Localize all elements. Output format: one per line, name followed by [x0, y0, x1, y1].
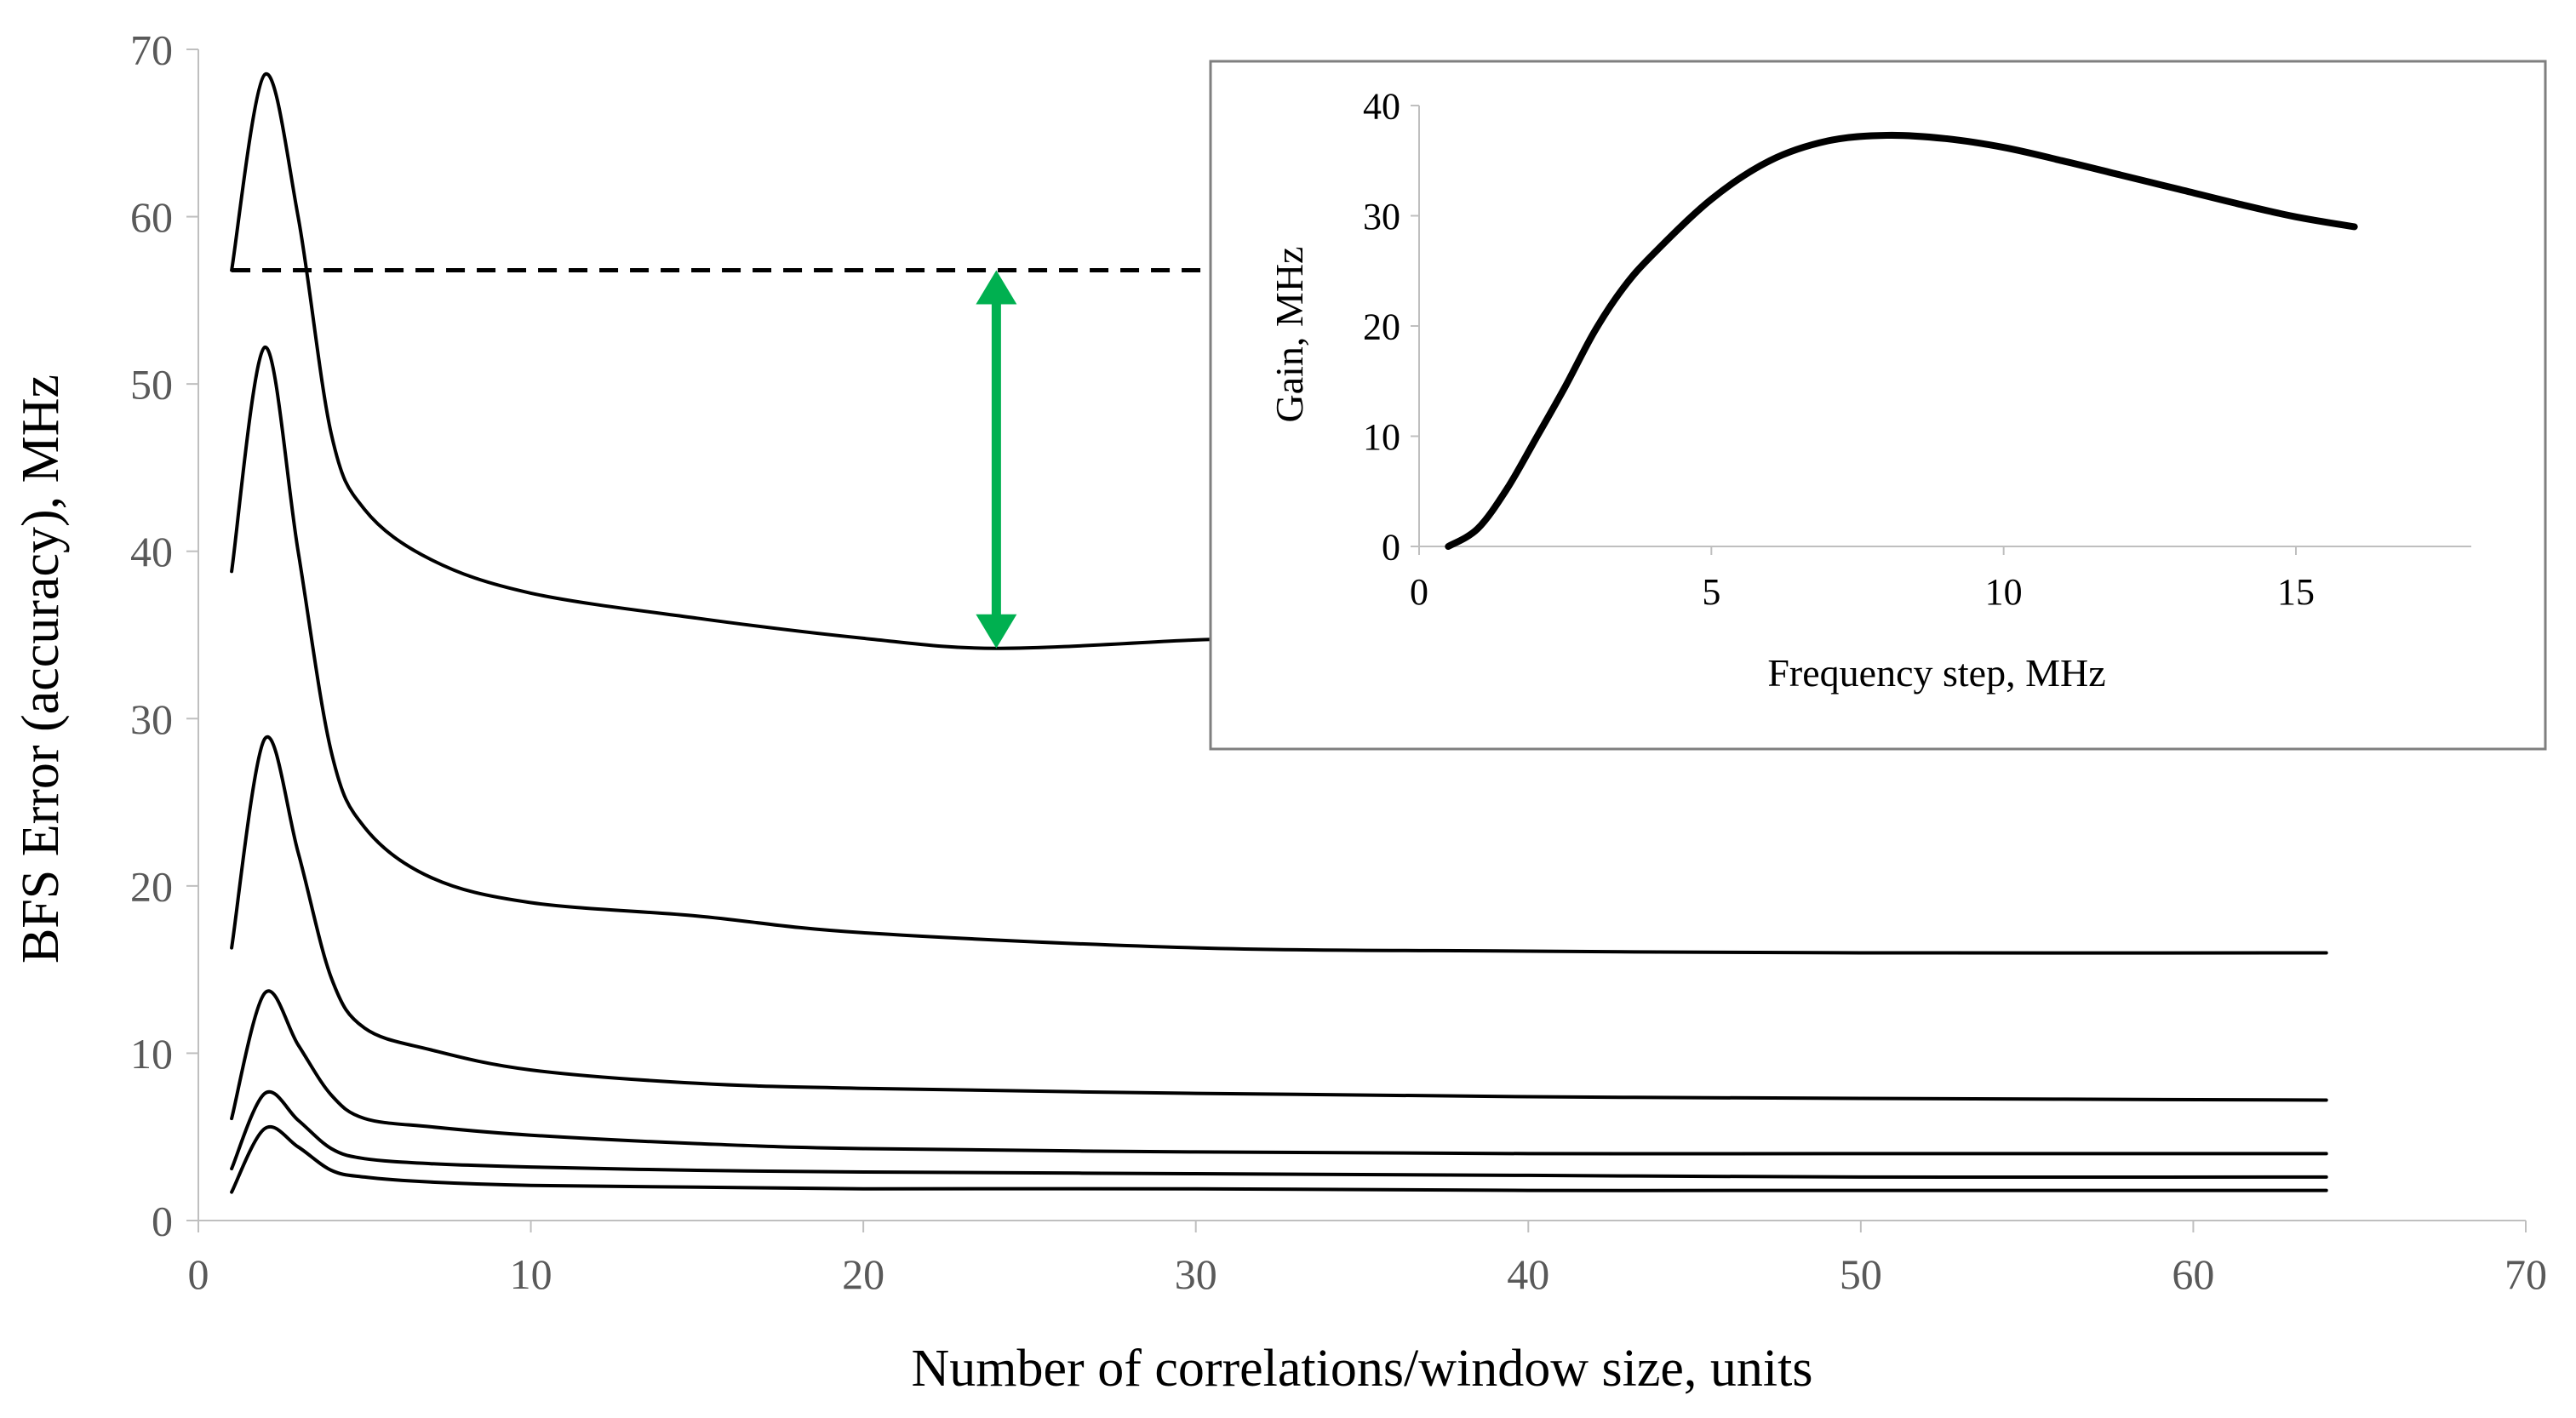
- main-x-tick-label: 40: [1507, 1250, 1549, 1298]
- main-series-line-6: [230, 1124, 2328, 1194]
- inset-y-tick-label: 20: [1363, 306, 1400, 347]
- main-y-tick-label: 20: [130, 862, 173, 910]
- main-x-tick-label: 10: [510, 1250, 552, 1298]
- inset-y-tick-label: 40: [1363, 85, 1400, 127]
- main-x-axis-title: Number of correlations/window size, unit…: [912, 1340, 1813, 1398]
- inset-series-group: [1445, 131, 2358, 550]
- inset-y-tick-label: 30: [1363, 196, 1400, 237]
- inset-x-tick-label: 15: [2277, 571, 2315, 613]
- inset-y-tick-label: 10: [1363, 416, 1400, 458]
- inset-x-tick-label: 10: [1985, 571, 2023, 613]
- gain-arrow-head-top: [976, 270, 1017, 305]
- main-series-line-4: [230, 989, 2328, 1156]
- inset-tick-labels: 0 5 10 15 0 10 20 30 40: [1363, 85, 2315, 613]
- main-x-tick-label: 60: [2172, 1250, 2214, 1298]
- main-y-tick-label: 10: [130, 1030, 173, 1078]
- inset-x-tick-label: 5: [1702, 571, 1720, 613]
- inset-frame: [1209, 60, 2547, 751]
- inset-chart: 0 5 10 15 0 10 20 30 40 Frequency step, MHz Gain…: [1209, 60, 2547, 751]
- main-y-tick-label: 50: [130, 361, 173, 409]
- main-y-tick-label: 70: [130, 26, 173, 74]
- main-series-line-5: [230, 1089, 2328, 1180]
- main-series-line-2: [230, 345, 2328, 955]
- main-y-tick-label: 30: [130, 695, 173, 743]
- main-x-tick-label: 70: [2504, 1250, 2547, 1298]
- main-y-axis-title: BFS Error (accuracy), MHz: [12, 375, 70, 963]
- inset-y-axis-title: Gain, MHz: [1268, 247, 1311, 423]
- main-y-tick-label: 60: [130, 193, 173, 241]
- main-annotations: [232, 267, 1213, 649]
- inset-x-axis-title: Frequency step, MHz: [1767, 651, 2105, 695]
- inset-x-tick-label: 0: [1410, 571, 1428, 613]
- inset-series-line-1: [1445, 131, 2358, 550]
- main-series-line-1: [230, 71, 1264, 650]
- main-x-tick-label: 20: [842, 1250, 884, 1298]
- inset-y-tick-label: 0: [1382, 526, 1400, 568]
- main-series-group: [230, 71, 2328, 1194]
- main-x-tick-label: 30: [1175, 1250, 1217, 1298]
- main-y-tick-label: 40: [130, 528, 173, 575]
- main-y-tick-label: 0: [152, 1198, 173, 1245]
- main-x-tick-label: 50: [1840, 1250, 1882, 1298]
- main-axes: [186, 49, 2527, 1232]
- main-series-line-3: [230, 735, 2328, 1102]
- inset-axes: [1411, 105, 2471, 555]
- main-x-tick-label: 0: [188, 1250, 209, 1298]
- gain-arrow-head-bottom: [976, 614, 1017, 649]
